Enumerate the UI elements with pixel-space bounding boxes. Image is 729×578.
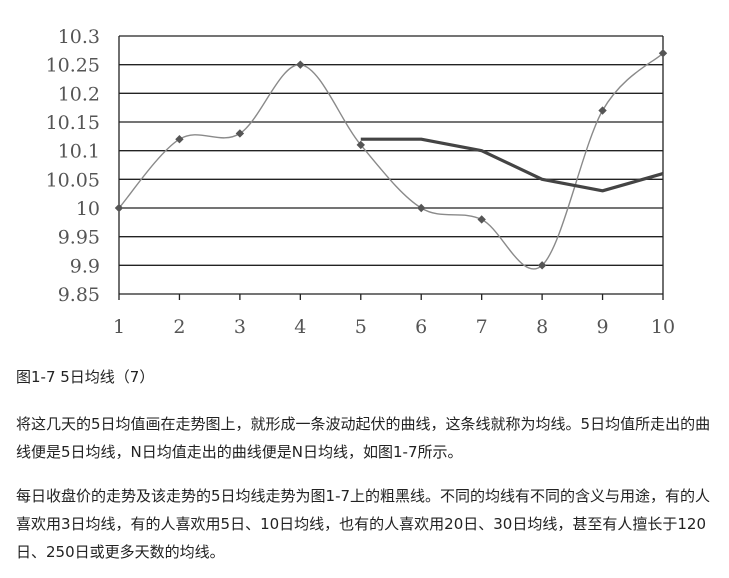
y-tick-label: 10.2 xyxy=(58,83,100,105)
x-tick-label: 3 xyxy=(234,316,246,338)
grid-lines xyxy=(119,64,663,266)
series-markers xyxy=(114,49,668,270)
series-lines xyxy=(118,52,664,270)
data-point-marker xyxy=(235,129,245,138)
x-tick-label: 4 xyxy=(294,316,306,338)
body-paragraph-1: 将这几天的5日均值画在走势图上，就形成一条波动起伏的曲线，这条线就称为均线。5日… xyxy=(16,415,711,461)
data-point-marker xyxy=(658,49,668,58)
x-tick-label: 9 xyxy=(597,316,609,338)
x-tick-label: 1 xyxy=(113,316,125,338)
y-tick-label: 10.1 xyxy=(58,141,100,163)
data-point-marker xyxy=(296,60,305,69)
y-tick-label: 10 xyxy=(76,198,100,220)
data-point-marker xyxy=(537,261,547,270)
data-point-marker xyxy=(175,135,184,144)
closing-price-line xyxy=(118,52,664,270)
x-tick-label: 7 xyxy=(476,316,488,338)
y-tick-label: 9.85 xyxy=(58,284,100,306)
y-tick-label: 9.95 xyxy=(58,227,100,249)
x-tick-label: 5 xyxy=(355,316,367,338)
data-point-marker xyxy=(417,203,426,213)
y-tick-label: 10.25 xyxy=(46,55,100,77)
x-tick-label: 6 xyxy=(415,316,427,338)
x-tick-label: 8 xyxy=(536,316,548,338)
x-tick-label: 2 xyxy=(173,316,185,338)
y-tick-label: 10.3 xyxy=(58,26,100,48)
x-tick-label: 10 xyxy=(651,316,675,338)
line-chart: 10.3 10.25 10.2 10.15 10.1 10.05 10 9.95 9.9 9.85… xyxy=(46,26,676,338)
data-point-marker xyxy=(114,203,124,213)
y-tick-label: 10.15 xyxy=(46,112,100,134)
moving-average-line xyxy=(360,137,664,193)
y-tick-label: 9.9 xyxy=(70,255,100,277)
x-tick-labels: 1 2 3 4 5 6 7 8 9 10 xyxy=(113,316,675,338)
body-paragraph-2: 每日收盘价的走势及该走势的5日均线走势为图1-7上的粗黑线。不同的均线有不同的含… xyxy=(16,487,711,561)
data-point-marker xyxy=(598,106,607,115)
data-point-marker xyxy=(356,140,365,150)
data-point-marker xyxy=(477,215,486,224)
y-tick-label: 10.05 xyxy=(46,169,100,191)
figure-caption: 图1-7 5日均线（7） xyxy=(16,368,155,386)
chart-axes xyxy=(118,35,664,300)
y-tick-labels: 10.3 10.25 10.2 10.15 10.1 10.05 10 9.95 9.9 9.85 xyxy=(46,26,100,306)
